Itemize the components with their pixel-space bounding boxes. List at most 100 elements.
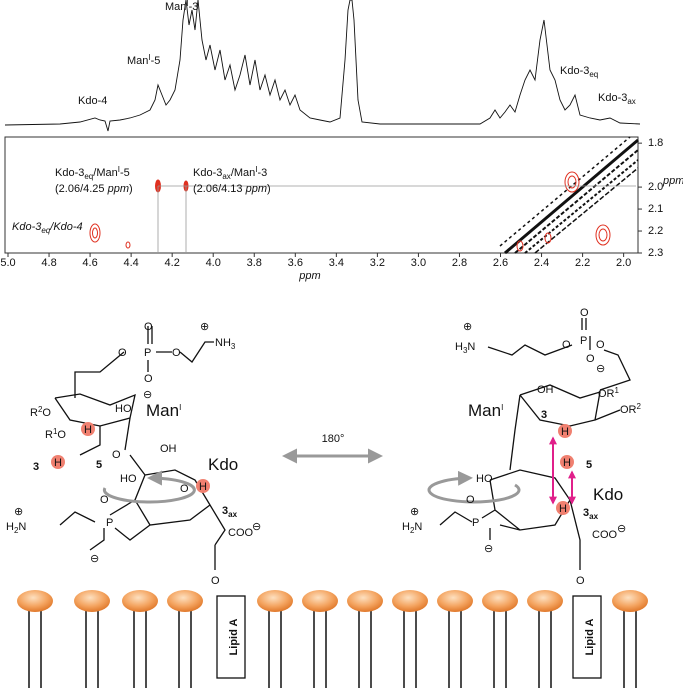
- atom-label: OR1: [598, 386, 620, 400]
- x-tick-label: 3.0: [411, 257, 426, 269]
- atom-label: O: [211, 575, 220, 587]
- label-part: N: [414, 521, 422, 533]
- x-tick-label: 3.8: [247, 257, 262, 269]
- atom-label: P: [580, 335, 587, 347]
- proton-highlight: [196, 479, 210, 493]
- label-part: eq: [41, 226, 50, 235]
- x-tick-label: 4.6: [82, 257, 97, 269]
- y-tick-label: 2.0: [648, 181, 663, 193]
- x-axis-label: ppm: [298, 270, 320, 282]
- lipid-head: [302, 590, 338, 612]
- rotation-label: 180°: [322, 433, 345, 445]
- label-part: R: [45, 429, 53, 441]
- label-part: I: [179, 403, 181, 412]
- x-tick-label: 2.4: [534, 257, 549, 269]
- position-label: 5: [96, 459, 102, 471]
- label-part: I: [501, 403, 503, 412]
- plot-frame: [4, 136, 639, 254]
- lipid-head: [257, 590, 293, 612]
- label-part: Kdo-3: [560, 65, 589, 77]
- position-label: 3ax: [583, 507, 599, 521]
- lipid-head: [482, 590, 518, 612]
- atom-label: P: [144, 347, 151, 359]
- atom-label: R2O: [30, 405, 51, 419]
- x-tick-label: 4.2: [165, 257, 180, 269]
- atom-label: O: [118, 347, 127, 359]
- proton-highlight: [558, 424, 572, 438]
- x-tick-label: 2.0: [616, 257, 631, 269]
- atom-label: HO: [120, 473, 137, 485]
- sugar-label: Kdo: [208, 455, 238, 474]
- label-part: -3: [258, 167, 268, 179]
- atom-label: R1O: [45, 427, 66, 441]
- position-label: 3: [541, 409, 547, 421]
- lipid-head: [612, 590, 648, 612]
- label-part: OR: [598, 388, 615, 400]
- label-part: (2.06/4.13: [193, 183, 246, 195]
- label-part: ): [129, 183, 133, 195]
- label-part: Man: [146, 401, 179, 420]
- label-part: -5: [120, 167, 130, 179]
- atom-label: OH: [537, 384, 554, 396]
- annotation: (2.06/4.13 ppm): [193, 183, 271, 195]
- position-label: 3ax: [222, 505, 238, 519]
- label-part: Man: [468, 401, 501, 420]
- guide-lines: [157, 185, 636, 253]
- lipid-label: Lipid A: [584, 619, 596, 656]
- atom-label: P: [106, 517, 113, 529]
- atom-label: P: [472, 517, 479, 529]
- atom-label: ⊕: [200, 321, 209, 333]
- structure-left: [54, 326, 226, 570]
- lipid-head: [527, 590, 563, 612]
- proton-highlight: [51, 455, 65, 469]
- label-part: -5: [151, 55, 161, 67]
- spectrum-trace: [4, 0, 641, 132]
- peak-label: Kdo-3eq: [560, 65, 598, 79]
- lipid-head: [392, 590, 428, 612]
- atom-label: O: [586, 353, 595, 365]
- atom-label: H: [199, 481, 207, 493]
- atom-label: O: [596, 339, 605, 351]
- label-part: Man: [127, 55, 148, 67]
- y-tick-label: 2.1: [648, 203, 663, 215]
- atom-label: OH: [160, 443, 177, 455]
- atom-label: O: [562, 339, 571, 351]
- label-part: ppm: [245, 183, 267, 195]
- x-tick-label: 2.8: [452, 257, 467, 269]
- lipid-head: [347, 590, 383, 612]
- y-axis-label: ppm: [662, 175, 683, 187]
- label-part: eq: [589, 70, 598, 79]
- label-part: I: [255, 165, 257, 174]
- x-tick-label: 5.0: [0, 257, 15, 269]
- label-part: H: [455, 341, 463, 353]
- atom-label: H3N: [455, 341, 475, 355]
- x-tick-label: 2.6: [493, 257, 508, 269]
- atom-label: O: [180, 483, 189, 495]
- label-part: 3: [231, 342, 236, 351]
- lipid-head: [17, 590, 53, 612]
- label-part: 3: [583, 507, 589, 519]
- label-part: /Kdo-4: [49, 221, 82, 233]
- atom-label: H2N: [6, 521, 26, 535]
- atom-label: O: [576, 575, 585, 587]
- annotation: (2.06/4.25 ppm): [55, 183, 133, 195]
- annotation: Kdo-3eq/Kdo-4: [12, 221, 83, 235]
- label-part: O: [57, 429, 66, 441]
- label-part: /Man: [231, 167, 255, 179]
- lipid-a-right: Lipid A: [572, 595, 602, 679]
- atom-label: H: [54, 457, 62, 469]
- x-tick-label: 3.6: [288, 257, 303, 269]
- diagonal-band: [499, 136, 639, 255]
- peak-label: ManI-3: [165, 0, 198, 13]
- label-part: Man: [165, 1, 186, 13]
- atom-label: ⊖: [143, 389, 152, 401]
- label-part: Kdo-4: [78, 95, 107, 107]
- label-part: ax: [228, 510, 237, 519]
- label-part: 1: [615, 386, 620, 395]
- label-part: 2: [637, 402, 642, 411]
- proton-highlight: [81, 422, 95, 436]
- x-tick-label: 3.2: [370, 257, 385, 269]
- label-part: I: [186, 0, 188, 8]
- label-part: I: [148, 53, 150, 62]
